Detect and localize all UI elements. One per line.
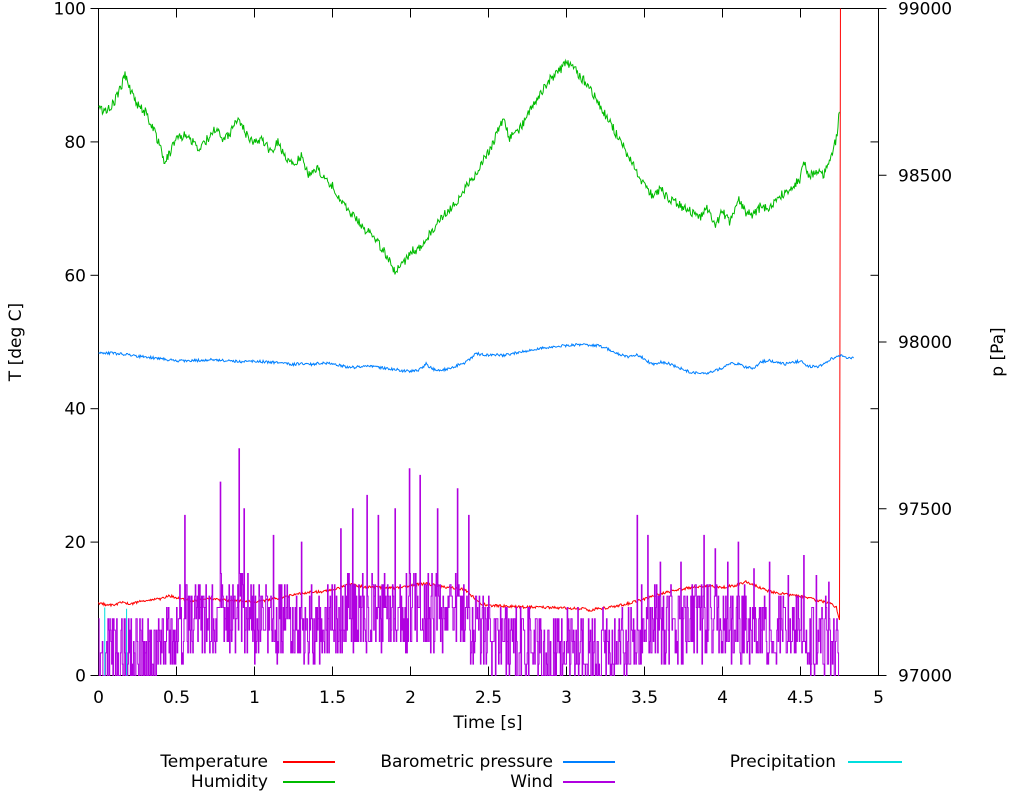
y-right-axis-title: p [Pa] <box>988 327 1008 376</box>
axis-ticklabels-y-right: 97000 97500 98000 98500 99000 <box>898 0 952 687</box>
legend-swatch-humidity <box>283 781 335 783</box>
series-barometric-pressure <box>98 342 854 375</box>
legend-label-precipitation: Precipitation <box>729 752 836 772</box>
svg-text:20: 20 <box>64 533 86 553</box>
axis-ticks-x-bottom <box>98 666 879 676</box>
legend-swatch-temperature <box>283 761 335 763</box>
svg-text:4: 4 <box>717 688 728 708</box>
axis-ticks-y-right <box>870 8 887 676</box>
svg-text:80: 80 <box>64 133 86 153</box>
series-humidity <box>98 58 840 275</box>
legend-swatch-barometric-pressure <box>563 761 615 763</box>
axis-ticks-x-top <box>98 8 879 18</box>
svg-text:1.5: 1.5 <box>319 688 346 708</box>
svg-text:2.5: 2.5 <box>475 688 502 708</box>
svg-text:98000: 98000 <box>898 333 952 353</box>
series-precipitation <box>104 607 128 676</box>
svg-text:0.5: 0.5 <box>163 688 190 708</box>
svg-text:1: 1 <box>249 688 260 708</box>
svg-text:97500: 97500 <box>898 500 952 520</box>
legend-swatch-wind <box>563 781 615 783</box>
svg-text:100: 100 <box>54 0 86 20</box>
svg-text:5: 5 <box>873 688 884 708</box>
svg-text:60: 60 <box>64 266 86 286</box>
svg-text:98500: 98500 <box>898 166 952 186</box>
legend-label-wind: Wind <box>510 772 553 792</box>
svg-text:2: 2 <box>405 688 416 708</box>
series-lines <box>98 8 854 676</box>
axis-ticks-y-left <box>90 8 99 676</box>
legend-label-temperature: Temperature <box>160 752 268 772</box>
x-axis-title: Time [s] <box>452 713 522 733</box>
axis-ticklabels-x: 0 0.5 1 1.5 2 2.5 3 3.5 4 4.5 5 <box>93 688 884 708</box>
svg-text:40: 40 <box>64 400 86 420</box>
svg-text:0: 0 <box>93 688 104 708</box>
svg-text:99000: 99000 <box>898 0 952 20</box>
plot-border <box>98 8 879 676</box>
chart-canvas: 0 0.5 1 1.5 2 2.5 3 3.5 4 4.5 5 0 20 40 60 80 100 97000… <box>6 0 1008 733</box>
y-left-axis-title: T [deg C] <box>6 303 26 382</box>
svg-text:4.5: 4.5 <box>787 688 814 708</box>
legend-label-barometric-pressure: Barometric pressure <box>380 752 553 772</box>
svg-text:3.5: 3.5 <box>631 688 658 708</box>
svg-text:0: 0 <box>75 667 86 687</box>
axis-ticklabels-y-left: 0 20 40 60 80 100 <box>54 0 86 687</box>
legend-swatch-precipitation <box>848 761 902 763</box>
svg-text:97000: 97000 <box>898 667 952 687</box>
series-wind <box>98 448 840 676</box>
legend-label-humidity: Humidity <box>190 772 268 792</box>
svg-text:3: 3 <box>561 688 572 708</box>
